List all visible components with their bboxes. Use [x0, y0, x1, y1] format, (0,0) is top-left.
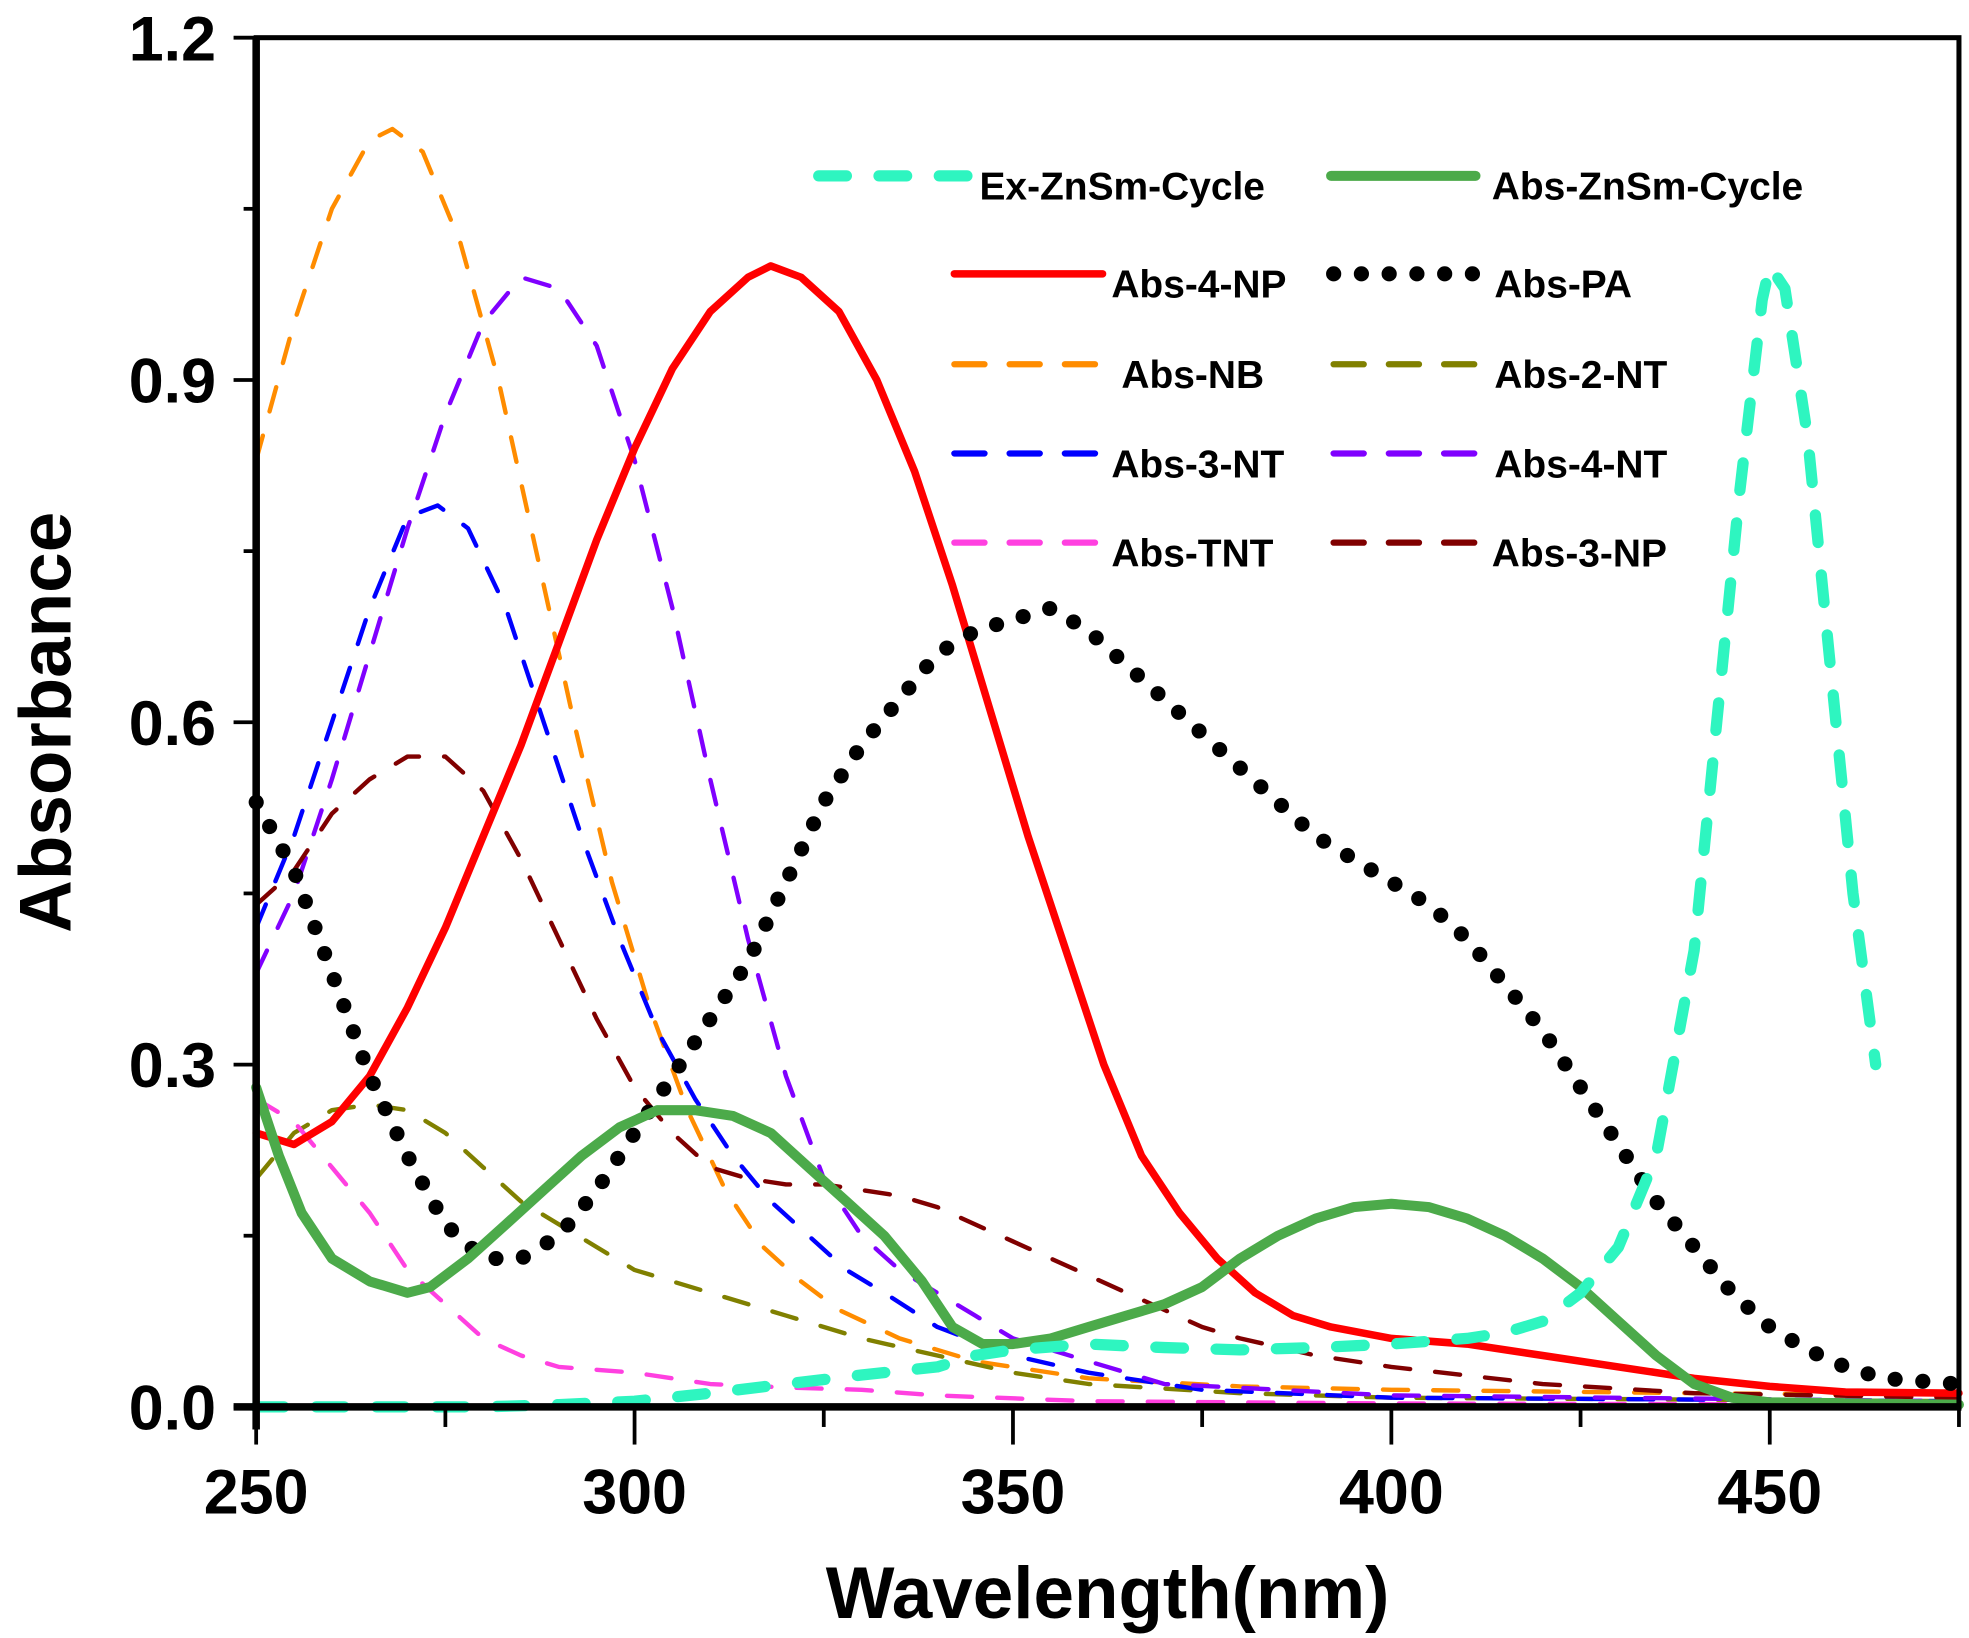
y-tick-label: 0.9 — [129, 347, 216, 417]
legend-label: Abs-TNT — [1111, 533, 1273, 576]
series-line-abs-nb — [253, 126, 1962, 1398]
x-tick-label: 250 — [204, 1458, 309, 1528]
series-line-abs-3-nt — [253, 503, 1962, 1404]
y-tick-label: 0.0 — [129, 1373, 216, 1443]
legend-label: Abs-PA — [1494, 264, 1632, 307]
legend: Ex-ZnSm-Cycle Abs-ZnSm-Cycle Abs-4-NP Abs-P… — [813, 166, 1803, 576]
x-tick-label: 450 — [1717, 1458, 1822, 1528]
legend-label: Abs-2-NT — [1494, 354, 1667, 397]
legend-label: Abs-4-NP — [1111, 264, 1286, 307]
series-line-abs-3-np — [253, 754, 1962, 1400]
legend-label: Abs-3-NP — [1492, 533, 1667, 576]
y-tick-label: 1.2 — [129, 4, 216, 74]
x-tick-label: 350 — [961, 1458, 1066, 1528]
series-line-abs-pa — [248, 600, 1967, 1392]
legend-label: Abs-3-NT — [1111, 443, 1284, 486]
ticks: 250 300 350 400 450 0.0 0.3 0.6 0.9 1.2 — [129, 4, 1961, 1528]
x-tick-label: 400 — [1339, 1458, 1444, 1528]
series-line-abs-4-nt — [253, 275, 1962, 1404]
series-line-abs-tnt — [253, 1096, 1962, 1407]
legend-label: Abs-4-NT — [1494, 443, 1667, 486]
x-axis-label: Wavelength(nm) — [826, 1553, 1390, 1634]
y-tick-label: 0.6 — [129, 689, 216, 759]
y-tick-label: 0.3 — [129, 1031, 216, 1101]
series-line-abs-2-nt — [253, 1102, 1962, 1404]
legend-label: Ex-ZnSm-Cycle — [979, 166, 1264, 209]
series-line-ex-znsm-cycle — [250, 260, 1882, 1413]
y-axis-label: Absorbance — [5, 512, 86, 933]
legend-label: Abs-ZnSm-Cycle — [1492, 166, 1803, 209]
legend-label: Abs-NB — [1121, 354, 1264, 397]
series-line-abs-znsm-cycle — [251, 1082, 1964, 1410]
plot-frame — [253, 35, 1962, 1410]
series-layer — [248, 126, 1967, 1413]
x-tick-label: 300 — [582, 1458, 687, 1528]
